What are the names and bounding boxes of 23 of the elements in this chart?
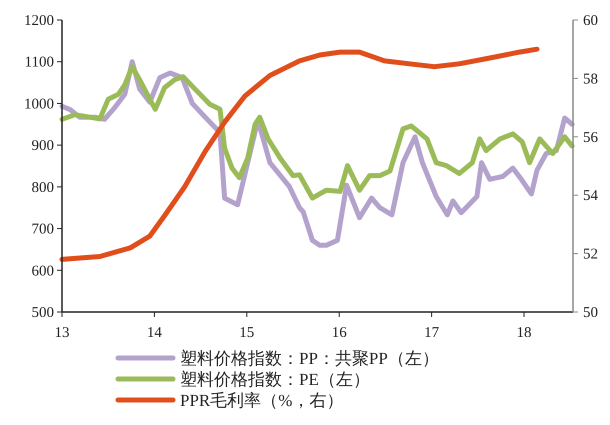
legend-label: 塑料价格指数：PE（左） (180, 370, 370, 389)
legend-label: 塑料价格指数：PP：共聚PP（左） (180, 349, 439, 368)
y2-tick-label: 56 (583, 130, 598, 146)
x-tick-label: 18 (516, 325, 532, 341)
y-tick-label: 500 (32, 305, 54, 321)
y-tick-label: 900 (32, 138, 54, 154)
y2-tick-label: 54 (583, 188, 598, 204)
legend-label: PPR毛利率（%，右） (180, 391, 344, 410)
x-tick-label: 15 (239, 325, 254, 341)
x-tick-label: 14 (146, 325, 162, 341)
y2-tick-label: 50 (583, 305, 598, 321)
y-tick-label: 1200 (24, 13, 54, 29)
x-tick-label: 16 (332, 325, 348, 341)
y2-tick-label: 58 (583, 71, 598, 88)
y-tick-label: 600 (32, 263, 54, 280)
y2-tick-label: 60 (583, 13, 598, 29)
x-tick-label: 13 (54, 325, 70, 341)
y-tick-label: 800 (32, 180, 54, 196)
y-tick-label: 1100 (24, 54, 54, 71)
y-tick-label: 700 (32, 222, 54, 238)
y2-tick-label: 52 (583, 246, 598, 263)
x-tick-label: 17 (424, 325, 440, 341)
y-tick-label: 1000 (24, 96, 54, 112)
